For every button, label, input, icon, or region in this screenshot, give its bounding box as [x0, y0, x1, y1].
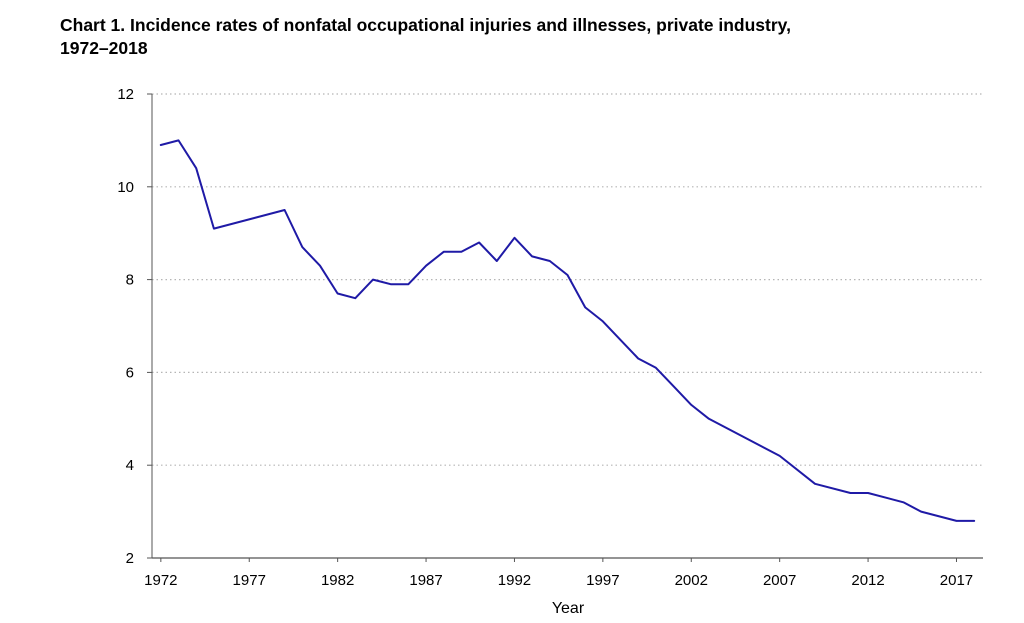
x-tick-label-2007: 2007: [763, 572, 796, 589]
series-line-0: [159, 139, 976, 522]
x-tick-label-1972: 1972: [144, 572, 177, 589]
x-axis-title: Year: [552, 600, 585, 617]
y-tick-label-10: 10: [117, 179, 134, 196]
y-tick-label-8: 8: [126, 272, 134, 289]
x-tick-label-2012: 2012: [851, 572, 884, 589]
x-tick-label-1987: 1987: [409, 572, 442, 589]
y-tick-label-12: 12: [117, 86, 134, 103]
y-tick-label-4: 4: [126, 457, 134, 474]
axes: [147, 93, 983, 562]
y-tick-label-2: 2: [126, 550, 134, 567]
x-tick-label-1992: 1992: [498, 572, 531, 589]
x-tick-label-2017: 2017: [940, 572, 973, 589]
y-tick-label-6: 6: [126, 364, 134, 381]
gridlines: [152, 93, 983, 466]
series-layer: [159, 139, 976, 522]
x-tick-label-1997: 1997: [586, 572, 619, 589]
tick-labels: 2 4 6 8 10 12 1972 1977 1982 1987 1992 1997 2002 2007…: [117, 86, 973, 589]
chart-title-line-1: Chart 1. Incidence rates of nonfatal occ…: [60, 15, 791, 35]
chart-title: Chart 1. Incidence rates of nonfatal occ…: [60, 14, 960, 60]
x-tick-label-2002: 2002: [675, 572, 708, 589]
x-tick-label-1982: 1982: [321, 572, 354, 589]
x-tick-label-1977: 1977: [233, 572, 266, 589]
chart-title-line-2: 1972–2018: [60, 38, 148, 58]
